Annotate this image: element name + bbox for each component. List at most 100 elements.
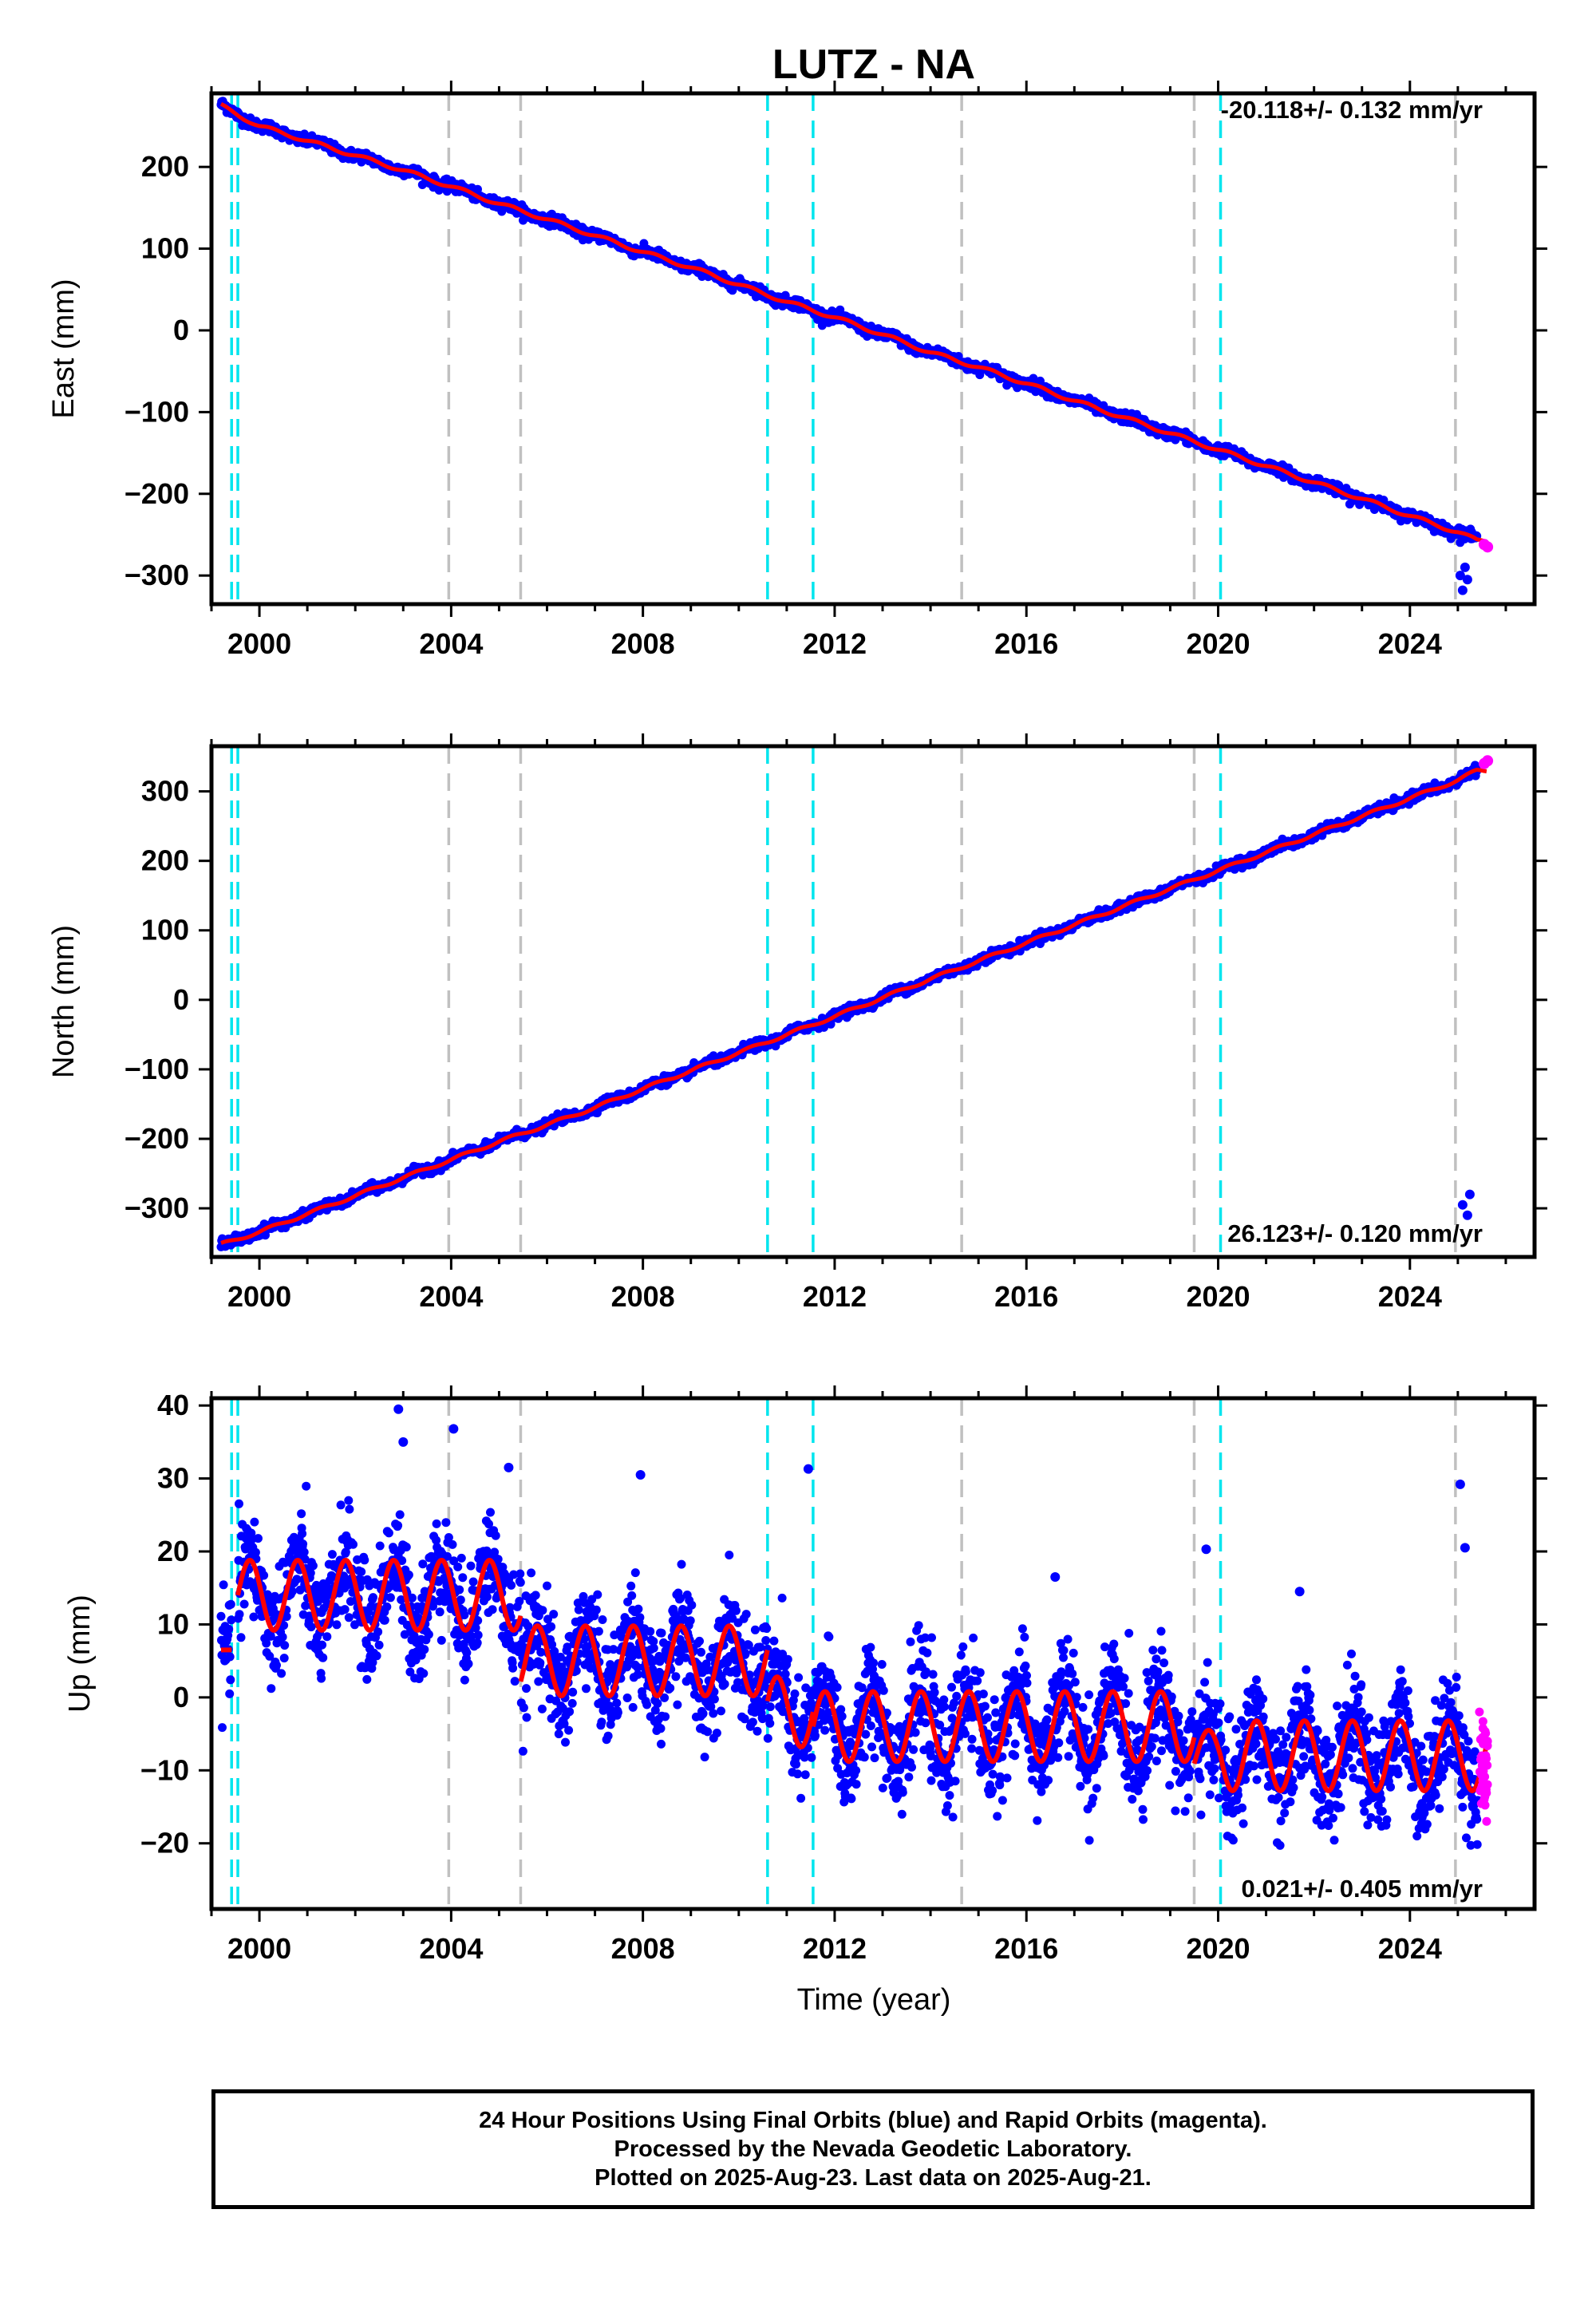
- data-point: [336, 1500, 346, 1510]
- data-point: [344, 1496, 354, 1505]
- data-point: [374, 1640, 384, 1650]
- north-panel: 2000 2004 2008 2012 2016 2020 2024−300−200−100…: [47, 733, 1547, 1313]
- x-tick-label: 2020: [1186, 1280, 1250, 1313]
- y-tick-label: 200: [141, 844, 189, 877]
- plot-area: [216, 1398, 1492, 1909]
- data-point: [279, 1654, 289, 1663]
- data-point: [298, 1529, 307, 1539]
- model-fit-line: [220, 767, 1487, 1245]
- outlier-point: [1457, 1199, 1468, 1210]
- data-point: [226, 1599, 235, 1609]
- data-point: [360, 1555, 369, 1565]
- data-point: [340, 1605, 350, 1614]
- data-point: [373, 1627, 383, 1637]
- x-tick-label: 2024: [1378, 1280, 1442, 1313]
- data-point: [332, 1620, 342, 1630]
- final-orbit-points: [216, 1481, 1483, 1850]
- x-tick-label: 2016: [994, 1280, 1058, 1313]
- plot-area: [216, 93, 1494, 604]
- y-tick-label: 100: [141, 232, 189, 265]
- x-tick-label: 2000: [227, 627, 291, 660]
- data-point: [473, 184, 482, 194]
- y-tick-label: 0: [173, 314, 189, 346]
- y-tick-label: −100: [124, 395, 189, 428]
- data-point: [235, 1499, 243, 1508]
- outlier-point: [1457, 585, 1468, 595]
- rate-annotation: -20.118+/- 0.132 mm/yr: [1221, 96, 1483, 124]
- outlier-point: [1462, 575, 1472, 585]
- data-point: [272, 1661, 281, 1670]
- data-point: [344, 1613, 354, 1622]
- data-point: [318, 1640, 327, 1650]
- x-tick-label: 2024: [1378, 627, 1442, 660]
- y-tick-label: −300: [124, 1192, 189, 1224]
- data-point: [218, 1723, 227, 1733]
- data-point: [836, 305, 845, 314]
- x-tick-label: 2000: [227, 1280, 291, 1313]
- y-tick-label: 100: [141, 914, 189, 947]
- up-panel: 2000 2004 2008 2012 2016 2020 2024−20−10010203…: [63, 1385, 1547, 1965]
- data-point: [380, 1615, 389, 1625]
- data-point: [369, 1593, 377, 1603]
- data-point: [375, 1541, 385, 1551]
- y-axis-label: East (mm): [47, 279, 81, 418]
- outlier-point: [1462, 1210, 1472, 1220]
- data-point: [267, 1684, 276, 1694]
- data-point: [1002, 381, 1012, 390]
- data-point: [239, 1599, 249, 1609]
- data-point: [249, 1612, 259, 1622]
- y-tick-label: −300: [124, 559, 189, 591]
- rate-annotation: 26.123+/- 0.120 mm/yr: [1227, 1219, 1483, 1247]
- data-point: [322, 1632, 332, 1642]
- data-point: [298, 1539, 308, 1549]
- data-point: [384, 1528, 393, 1538]
- data-point: [225, 1652, 235, 1662]
- data-point: [349, 1539, 358, 1549]
- plot-area: [216, 746, 1494, 1257]
- data-point: [362, 1674, 372, 1684]
- y-axis-label: North (mm): [47, 925, 81, 1078]
- data-point: [225, 1689, 235, 1698]
- data-point: [372, 1651, 381, 1661]
- data-point: [308, 1561, 318, 1571]
- data-point: [250, 1517, 259, 1527]
- model-fit-line: [219, 101, 1487, 543]
- data-point: [382, 1602, 392, 1611]
- data-point: [278, 1632, 287, 1642]
- chart-title: LUTZ - NA: [772, 41, 975, 88]
- data-point: [235, 1610, 244, 1619]
- data-point: [277, 1669, 286, 1678]
- y-tick-label: −200: [124, 1122, 189, 1155]
- y-tick-label: −100: [124, 1053, 189, 1085]
- data-point: [302, 1481, 311, 1491]
- data-point: [219, 1580, 228, 1590]
- data-point: [216, 1611, 226, 1621]
- plot-frame: [209, 91, 1537, 607]
- y-tick-label: 200: [141, 150, 189, 183]
- data-point: [224, 1624, 234, 1634]
- y-tick-label: 0: [173, 983, 189, 1016]
- x-tick-label: 2012: [803, 1280, 867, 1313]
- data-point: [254, 1534, 263, 1543]
- data-point: [357, 1567, 366, 1576]
- x-tick-label: 2008: [611, 1280, 675, 1313]
- data-point: [226, 1675, 235, 1685]
- x-tick-label: 2016: [994, 627, 1058, 660]
- data-point: [280, 1641, 290, 1650]
- data-point: [297, 1509, 306, 1519]
- data-point: [318, 1653, 328, 1662]
- x-tick-label: 2004: [419, 627, 483, 660]
- x-tick-label: 2008: [611, 627, 675, 660]
- outlier-point: [1464, 1189, 1475, 1199]
- y-tick-label: 300: [141, 775, 189, 808]
- outlier-point: [1455, 571, 1465, 581]
- x-tick-label: 2020: [1186, 627, 1250, 660]
- outlier-point: [1460, 562, 1470, 572]
- data-point: [385, 1593, 395, 1603]
- x-tick-label: 2004: [419, 1280, 483, 1313]
- rapid-orbit-point: [1482, 755, 1494, 767]
- y-tick-label: −200: [124, 477, 189, 510]
- x-tick-label: 2012: [803, 627, 867, 660]
- data-point: [327, 1550, 337, 1559]
